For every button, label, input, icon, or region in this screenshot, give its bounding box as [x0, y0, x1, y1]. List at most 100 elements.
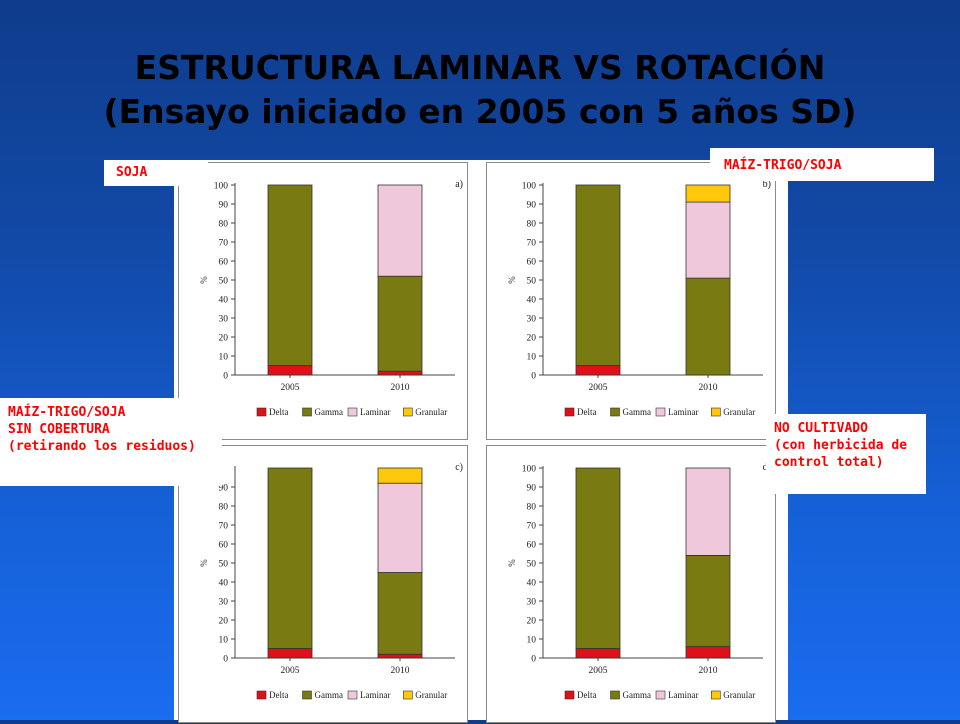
legend-label-gamma: Gamma	[315, 407, 344, 417]
x-tick-label: 2005	[589, 666, 608, 676]
y-tick-label: 80	[219, 220, 229, 230]
y-tick-label: 20	[219, 617, 229, 627]
x-tick-label: 2010	[391, 666, 410, 676]
bar-segment-gamma	[575, 184, 621, 366]
legend-swatch-laminar	[655, 407, 666, 417]
y-tick-label: 0	[531, 372, 536, 382]
legend-label-granular: Granular	[415, 690, 447, 700]
legend-label-laminar: Laminar	[668, 407, 699, 417]
label-maiz-trigo-soja: MAÍZ-TRIGO/SOJA	[710, 148, 934, 181]
y-tick-label: 10	[219, 636, 229, 646]
bar-segment-laminar	[377, 184, 423, 277]
y-axis-label: %	[199, 559, 209, 567]
panel-label: c)	[455, 462, 463, 473]
label-no-cultivado-line-3: control total)	[774, 455, 884, 470]
chart-figure: 0 10 20 30 40 50 60 70 80 90 100% a) 2005 2010 Delta Ga…	[174, 160, 788, 723]
legend-swatch-delta	[564, 407, 575, 417]
x-tick-label: 2010	[699, 666, 718, 676]
y-tick-label: 90	[527, 484, 537, 494]
y-tick-label: 70	[527, 522, 537, 532]
bar-segment-gamma	[267, 467, 313, 649]
bar-segment-gamma	[685, 555, 731, 647]
bar-segment-gamma	[377, 572, 423, 655]
y-tick-label: 50	[219, 277, 229, 287]
legend-label-delta: Delta	[577, 407, 597, 417]
y-tick-label: 30	[219, 598, 229, 608]
y-tick-label: 40	[219, 579, 229, 589]
legend-swatch-laminar	[347, 690, 358, 700]
y-tick-label: 80	[219, 503, 229, 513]
bar-segment-laminar	[377, 482, 423, 573]
legend-label-granular: Granular	[723, 407, 755, 417]
y-tick-label: 40	[219, 296, 229, 306]
label-no-cultivado-line-1: NO CULTIVADO	[774, 421, 868, 436]
y-tick-label: 30	[527, 598, 537, 608]
bar-segment-granular	[685, 184, 731, 203]
y-tick-label: 100	[214, 182, 229, 192]
x-tick-label: 2010	[391, 383, 410, 393]
y-tick-label: 50	[219, 560, 229, 570]
legend-swatch-gamma	[610, 690, 620, 700]
legend: Delta Gamma Laminar Granular	[564, 690, 755, 700]
y-tick-label: 60	[527, 258, 537, 268]
chart-svg-b: 0 10 20 30 40 50 60 70 80 90 100% b) 2005 2010 Delta Ga…	[507, 179, 771, 417]
chart-panel-a: 0 10 20 30 40 50 60 70 80 90 100% a) 2005 2010 Delta Ga…	[178, 162, 468, 440]
legend-swatch-delta	[564, 690, 575, 700]
y-tick-label: 10	[527, 353, 537, 363]
bar-segment-delta	[685, 646, 731, 659]
y-axis-label: %	[199, 276, 209, 284]
y-tick-label: 60	[527, 541, 537, 551]
bar-segment-laminar	[685, 467, 731, 556]
bar-segment-gamma	[685, 277, 731, 376]
y-tick-label: 0	[223, 372, 228, 382]
label-soja: SOJA	[104, 160, 208, 186]
label-no-cultivado: NO CULTIVADO (con herbicida de control t…	[766, 414, 926, 494]
bar-segment-gamma	[575, 467, 621, 649]
legend-label-gamma: Gamma	[315, 690, 344, 700]
legend-swatch-delta	[256, 690, 267, 700]
bar-segment-delta	[377, 653, 423, 659]
legend-swatch-granular	[711, 690, 721, 700]
legend-label-gamma: Gamma	[623, 690, 652, 700]
bar-segment-gamma	[377, 275, 423, 372]
y-tick-label: 20	[527, 617, 537, 627]
legend-label-granular: Granular	[723, 690, 755, 700]
legend-label-laminar: Laminar	[668, 690, 699, 700]
bar-segment-delta	[377, 370, 423, 376]
bar-segment-laminar	[685, 201, 731, 279]
y-tick-label: 40	[527, 579, 537, 589]
y-tick-label: 20	[527, 334, 537, 344]
y-tick-label: 90	[219, 201, 229, 211]
legend-swatch-gamma	[302, 690, 312, 700]
legend: Delta Gamma Laminar Granular	[256, 690, 447, 700]
legend: Delta Gamma Laminar Granular	[564, 407, 755, 417]
y-tick-label: 70	[219, 239, 229, 249]
y-tick-label: 40	[527, 296, 537, 306]
y-tick-label: 70	[219, 522, 229, 532]
chart-panel-c: 0 10 20 30 40 50 60 70 80 90% c) 2005 2010 Delta Gamma…	[178, 445, 468, 723]
legend-label-gamma: Gamma	[623, 407, 652, 417]
panel-label: b)	[763, 179, 771, 190]
y-tick-label: 90	[219, 484, 229, 494]
y-tick-label: 10	[527, 636, 537, 646]
legend-label-delta: Delta	[577, 690, 597, 700]
chart-svg-a: 0 10 20 30 40 50 60 70 80 90 100% a) 2005 2010 Delta Ga…	[199, 179, 463, 417]
legend-swatch-gamma	[610, 407, 620, 417]
chart-svg-d: 0102030405060708090100%d)20052010DeltaGa…	[507, 462, 771, 700]
label-soja-text: SOJA	[116, 165, 148, 180]
legend-swatch-gamma	[302, 407, 312, 417]
y-tick-label: 0	[531, 655, 536, 665]
y-tick-label: 100	[522, 465, 537, 475]
chart-panel-d: 0102030405060708090100%d)20052010DeltaGa…	[486, 445, 776, 723]
legend-label-laminar: Laminar	[360, 690, 391, 700]
x-tick-label: 2010	[699, 383, 718, 393]
y-tick-label: 60	[219, 541, 229, 551]
y-tick-label: 50	[527, 560, 537, 570]
bar-segment-delta	[575, 365, 621, 376]
label-sin-cobertura-line-2: SIN COBERTURA	[8, 422, 110, 437]
y-tick-label: 50	[527, 277, 537, 287]
y-tick-label: 60	[219, 258, 229, 268]
y-axis-label: %	[507, 559, 517, 567]
title-line-2: (Ensayo iniciado en 2005 con 5 años SD)	[103, 92, 857, 131]
chart-panel-b: 0 10 20 30 40 50 60 70 80 90 100% b) 2005 2010 Delta Ga…	[486, 162, 776, 440]
